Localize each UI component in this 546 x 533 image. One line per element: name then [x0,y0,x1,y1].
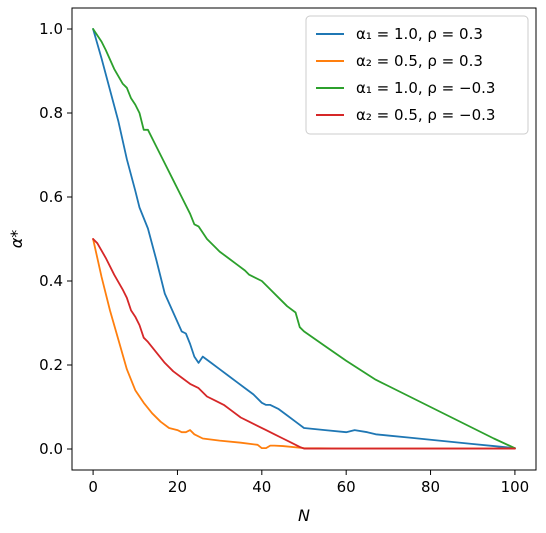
x-tick-label: 40 [252,478,271,496]
x-tick-label: 60 [337,478,356,496]
legend-label-3: α₁ = 1.0, ρ = −0.3 [356,79,495,97]
series-line-3 [92,28,516,450]
legend-label-2: α₂ = 0.5, ρ = 0.3 [356,52,483,70]
y-tick-label: 0.0 [39,440,63,458]
x-tick-label: 80 [421,478,440,496]
y-tick-label: 0.4 [39,272,63,290]
plot-frame [71,7,537,471]
y-tick-label: 0.8 [39,104,63,122]
y-tick-label: 1.0 [39,20,63,38]
x-tick-label: 100 [501,478,530,496]
y-axis-title: α* [7,230,26,249]
legend-label-4: α₂ = 0.5, ρ = −0.3 [356,106,495,124]
x-axis-title: N [298,506,310,525]
axes: 0 20 40 60 80 100 0.0 0.2 0.4 0.6 0.8 1.0 [39,7,537,496]
plot-area [92,28,516,450]
series-line-2 [92,238,516,450]
x-tick-label: 0 [88,478,98,496]
series-line-1 [92,28,516,450]
legend-label-1: α₁ = 1.0, ρ = 0.3 [356,25,483,43]
x-tick-label: 20 [168,478,187,496]
y-tick-label: 0.6 [39,188,63,206]
legend: α₁ = 1.0, ρ = 0.3 α₂ = 0.5, ρ = 0.3 α₁ = 1… [305,15,529,135]
legend-box [305,15,529,135]
y-tick-label: 0.2 [39,356,63,374]
series-line-4 [92,238,516,450]
